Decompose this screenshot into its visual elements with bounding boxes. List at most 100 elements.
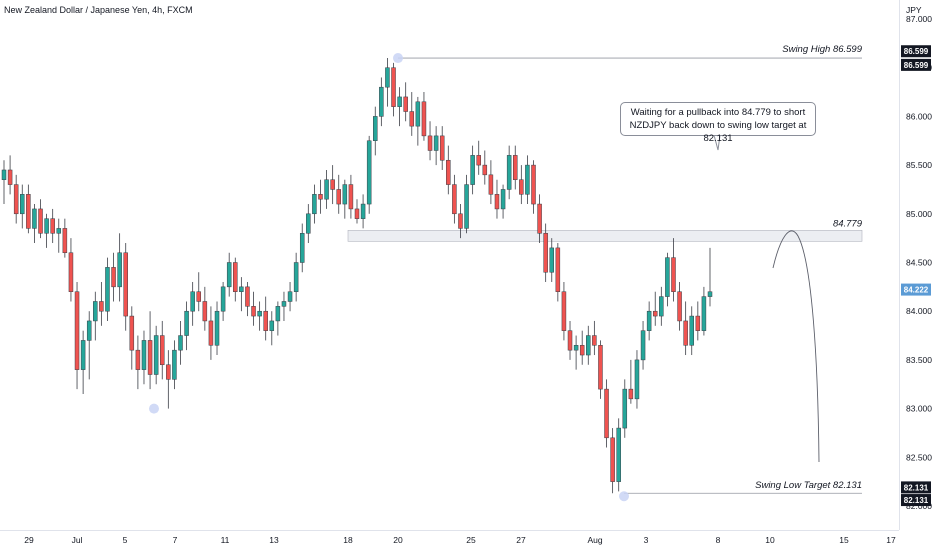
candle-body xyxy=(659,296,664,317)
candle-body xyxy=(506,155,512,190)
candle-body xyxy=(342,184,348,205)
price-axis[interactable]: 87.00086.50086.00085.50085.00084.50084.0… xyxy=(906,14,932,511)
price-tick-label: 84.000 xyxy=(906,306,932,316)
candle-body xyxy=(257,310,262,317)
candle-body xyxy=(512,155,518,180)
candle-body xyxy=(226,262,232,288)
price-tick-label: 83.500 xyxy=(906,355,932,365)
candle-body xyxy=(494,194,500,210)
candle-body xyxy=(135,349,141,370)
swing-high-label: Swing High 86.599 xyxy=(782,44,862,55)
time-tick-label: 10 xyxy=(765,535,775,545)
price-tick-label: 82.500 xyxy=(906,452,932,462)
price-tag-label: 82.131 xyxy=(904,483,929,492)
candle-body xyxy=(330,179,335,190)
candle-body xyxy=(525,164,530,195)
candle-body xyxy=(488,174,494,195)
resistance-zone[interactable] xyxy=(347,230,863,242)
callout-line-1: Waiting for a pullback into 84.779 to sh… xyxy=(630,107,806,118)
time-axis[interactable]: 29 Jul 5 7 11 13 18 20 25 27 Aug 3 8 10 15 17 xyxy=(24,535,896,545)
candle-body xyxy=(409,111,415,127)
candle-body xyxy=(80,340,86,370)
candle-body xyxy=(646,310,652,331)
price-tag xyxy=(901,481,931,494)
candle-body xyxy=(677,291,682,322)
price-tag-label: 84.222 xyxy=(904,286,929,295)
price-tick-label: 85.500 xyxy=(906,160,932,170)
price-tag xyxy=(901,58,931,71)
candle-body xyxy=(26,194,31,229)
candle-body xyxy=(202,301,208,322)
candle-body xyxy=(439,135,445,161)
time-tick-label: 5 xyxy=(123,535,128,545)
time-tick-label: 11 xyxy=(221,535,230,545)
time-tick-label: 29 xyxy=(24,535,34,545)
candle-body xyxy=(263,310,268,331)
candle-body xyxy=(379,86,384,117)
projection-path[interactable] xyxy=(772,230,820,463)
candle-body xyxy=(147,340,153,375)
swing-high-marker xyxy=(393,53,403,64)
candle-body xyxy=(7,169,13,185)
candle-body xyxy=(117,252,122,288)
text-callout[interactable]: Waiting for a pullback into 84.779 to sh… xyxy=(620,102,816,144)
candle-body xyxy=(555,247,561,292)
time-tick-label: Aug xyxy=(587,535,602,545)
candle-body xyxy=(348,184,354,210)
candle-body xyxy=(537,203,542,234)
candle-body xyxy=(208,320,214,346)
candle-body xyxy=(245,286,250,307)
price-tag-label: 86.599 xyxy=(904,47,929,56)
candle-body xyxy=(38,208,43,234)
candle-body xyxy=(610,437,615,482)
candle-body xyxy=(32,208,37,229)
candle-body xyxy=(93,301,98,322)
candle-body xyxy=(269,320,275,331)
candle-body xyxy=(567,330,573,351)
candle-body xyxy=(464,184,469,229)
candle-body xyxy=(579,345,585,356)
candle-body xyxy=(239,286,244,292)
candle-body xyxy=(665,257,670,297)
candle-body xyxy=(543,233,548,273)
candle-body xyxy=(470,155,475,185)
candle-body xyxy=(683,320,688,346)
candle-body xyxy=(123,252,128,317)
zone-level-label: 84.779 xyxy=(833,218,863,229)
candle-body xyxy=(421,101,427,137)
candle-body xyxy=(306,213,311,234)
price-tag-label: 82.131 xyxy=(904,496,929,505)
time-tick-label: 20 xyxy=(393,535,403,545)
candle-body xyxy=(671,257,676,292)
candle-body xyxy=(190,291,195,312)
candle-body xyxy=(427,135,433,151)
time-tick-label: 15 xyxy=(839,535,849,545)
candle-body xyxy=(74,291,80,370)
candle-body xyxy=(56,228,62,234)
swing-low-marker xyxy=(149,403,159,414)
candle-body xyxy=(20,194,25,215)
time-tick-label: 17 xyxy=(886,535,896,545)
candle-body xyxy=(373,116,378,142)
candle-body xyxy=(628,388,634,400)
candle-body xyxy=(44,218,49,234)
candle-body xyxy=(458,213,463,229)
candle-body xyxy=(159,335,165,366)
candle-body xyxy=(99,301,104,312)
candle-body xyxy=(701,296,707,331)
candle-body xyxy=(622,388,628,429)
candle-body xyxy=(105,267,110,312)
candle-body xyxy=(598,345,603,390)
candle-body xyxy=(640,330,646,361)
candle-body xyxy=(531,164,536,205)
time-tick-label: Jul xyxy=(72,535,83,545)
candle-body xyxy=(592,335,597,346)
candle-body xyxy=(573,345,579,351)
candle-body xyxy=(184,310,189,336)
candle-body xyxy=(360,203,366,219)
candle-body xyxy=(233,262,238,292)
candle-body xyxy=(153,335,159,375)
candle-body xyxy=(1,169,7,180)
candle-body xyxy=(415,101,421,127)
